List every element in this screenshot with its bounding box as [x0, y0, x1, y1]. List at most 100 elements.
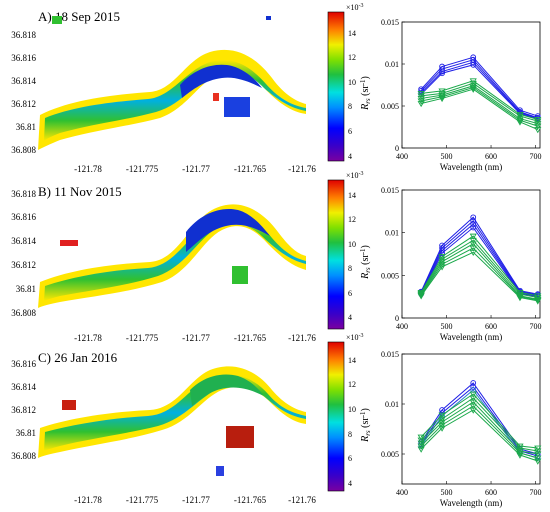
spectrum-point — [470, 61, 477, 68]
spectrum-series-line — [420, 226, 538, 298]
panel-c-ytick: 36.81 — [16, 428, 36, 438]
spectrum-frame — [401, 353, 541, 485]
panel-c-map-xaxis: -121.78 -121.775 -121.77 -121.765 -121.7… — [74, 495, 316, 505]
panel-b-map: B) 11 Nov 2015 36.818 36.816 36.814 36.8… — [11, 184, 316, 343]
spectrum-series-line — [421, 82, 538, 122]
spectrum-xtick-label: 600 — [485, 152, 497, 161]
spectrum-point — [438, 416, 446, 423]
spectrum-xlabel: Wavelength (nm) — [440, 162, 503, 172]
spectrum-series-line — [420, 64, 538, 120]
panel-b-ytick: 36.814 — [11, 236, 36, 246]
panel-c-cbar-tick: 4 — [348, 479, 352, 488]
spectrum-series-line — [420, 247, 538, 301]
spectrum-xtick-label: 700 — [530, 152, 542, 161]
panel-b-spectrum: 400 500 600 700 0 0.005 0.01 0.015 Wavelength (n… — [381, 186, 542, 342]
spectrum-point — [469, 403, 477, 410]
panel-a-speck-2 — [266, 16, 271, 20]
spectrum-point — [470, 380, 477, 386]
spectrum-point — [417, 434, 425, 441]
panel-c-ytick: 36.814 — [11, 382, 36, 392]
panel-a-cbar-tick: 8 — [348, 102, 352, 111]
panel-a-ytick: 36.812 — [11, 99, 36, 109]
panel-b-ytick: 36.808 — [11, 308, 36, 318]
panel-a-map: A) 18 Sep 2015 36.818 36.816 36.814 36.8… — [11, 9, 316, 174]
panel-b-colorbar-exponent: ×10-3 — [346, 171, 364, 180]
panel-c-xtick: -121.765 — [234, 495, 267, 505]
panel-a-cbar-tick: 4 — [348, 152, 352, 161]
spectrum-point — [417, 440, 425, 447]
spectrum-point — [438, 92, 446, 99]
spectrum-point — [438, 96, 446, 103]
panel-c-colorbar-ramp — [327, 341, 345, 492]
panel-a-colorbar-ticks: 4 6 8 10 12 14 — [348, 29, 356, 161]
spectrum-series-line — [421, 88, 538, 130]
spectrum-point — [516, 445, 524, 452]
spectrum-point — [439, 68, 445, 75]
spectrum-point — [534, 445, 542, 452]
panel-a-colorbar-exponent: ×10-3 — [346, 3, 364, 12]
panel-b-xtick: -121.76 — [288, 333, 316, 343]
spectrum-point — [469, 399, 477, 406]
panel-b-ytick: 36.81 — [16, 284, 36, 294]
spectrum-point — [438, 90, 446, 98]
spectrum-frame — [401, 21, 541, 149]
panel-b-title: B) 11 Nov 2015 — [38, 184, 122, 199]
panel-b-map-xaxis: -121.78 -121.775 -121.77 -121.765 -121.7… — [74, 333, 316, 343]
spectrum-point — [469, 249, 477, 256]
panel-a-map-xaxis: -121.78 -121.775 -121.77 -121.765 -121.7… — [74, 164, 316, 174]
spectrum-ytick-label: 0.015 — [381, 186, 399, 195]
spectrum-point — [534, 123, 542, 130]
panel-b-xtick: -121.77 — [182, 333, 210, 343]
panel-b-ytick: 36.812 — [11, 260, 36, 270]
panel-b-spectrum-ylabel: Rrs (sr-1) — [359, 245, 372, 280]
spectrum-point — [469, 83, 477, 90]
panel-c-spectrum: 400 500 600 700 0.005 0.01 0.015 Wavelength (nm… — [381, 350, 542, 508]
spectrum-point — [438, 419, 446, 426]
panel-c-cbar-tick: 6 — [348, 454, 352, 463]
panel-c-red-patch — [226, 426, 254, 448]
panel-b-colorbar-ticks: 4 6 8 10 12 14 — [348, 191, 356, 322]
panel-a-deep-core — [180, 64, 262, 98]
spectrum-series-line — [420, 382, 538, 455]
spectrum-ytick-label: 0.015 — [381, 350, 399, 359]
panel-c-spectrum-ylabel: Rrs (sr-1) — [359, 408, 372, 443]
panel-b-xtick: -121.765 — [234, 333, 267, 343]
svg-text:Rrs (sr-1): Rrs (sr-1) — [359, 76, 372, 111]
spectrum-point — [417, 293, 425, 300]
panel-a-xtick: -121.765 — [234, 164, 267, 174]
spectrum-ytick-label: 0.01 — [385, 400, 399, 409]
spectrum-point — [534, 451, 542, 458]
panel-a-ytick: 36.816 — [11, 53, 36, 63]
spectrum-ytick-label: 0.01 — [385, 60, 399, 69]
spectrum-point — [469, 391, 477, 398]
spectrum-xtick-label: 700 — [530, 488, 542, 497]
spectrum-point — [534, 448, 542, 455]
spectrum-point — [469, 237, 477, 245]
spectrum-xtick-label: 500 — [441, 322, 453, 331]
spectrum-point — [470, 217, 477, 224]
spectrum-xtick-label: 600 — [485, 322, 497, 331]
panel-c-ytick: 36.816 — [11, 359, 36, 369]
spectrum-ytick-label: 0 — [395, 314, 399, 323]
panel-c-ytick: 36.812 — [11, 405, 36, 415]
spectrum-point — [469, 86, 477, 93]
panel-c-cbar-tick: 10 — [348, 405, 356, 414]
panel-a-cbar-tick: 10 — [348, 78, 356, 87]
panel-a-xtick: -121.76 — [288, 164, 316, 174]
panel-b-xtick: -121.78 — [74, 333, 102, 343]
panel-b-cbar-tick: 6 — [348, 289, 352, 298]
spectrum-point — [417, 101, 425, 108]
panel-c-xtick: -121.77 — [182, 495, 210, 505]
panel-a-spectrum-ylabel: Rrs (sr-1) — [359, 76, 372, 111]
svg-text:Rrs (sr-1): Rrs (sr-1) — [359, 245, 372, 280]
spectrum-point — [438, 425, 446, 432]
panel-a-cbar-tick: 6 — [348, 127, 352, 136]
spectrum-xtick-label: 700 — [530, 322, 542, 331]
panel-a-patch-red — [213, 93, 219, 101]
spectrum-point — [438, 422, 446, 429]
panel-b-deep-core — [186, 208, 270, 252]
spectrum-xtick-label: 600 — [485, 488, 497, 497]
panel-c-xtick: -121.76 — [288, 495, 316, 505]
spectrum-point — [438, 94, 446, 101]
panel-b-river-inner — [44, 215, 306, 301]
